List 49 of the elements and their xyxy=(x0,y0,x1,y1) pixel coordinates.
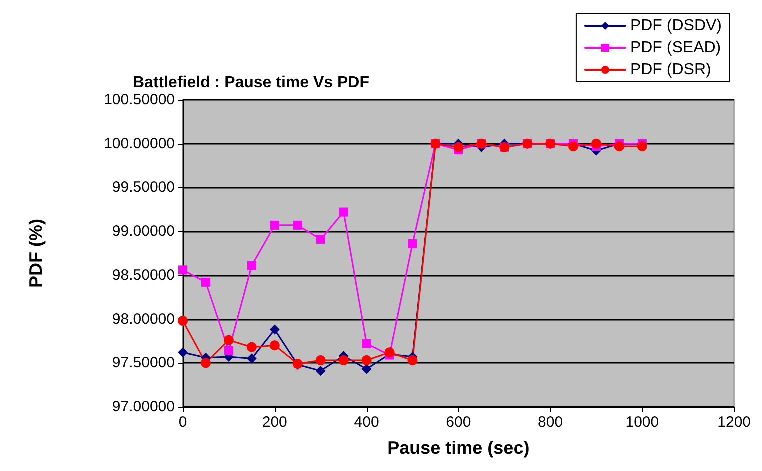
point xyxy=(224,346,234,356)
point xyxy=(201,278,210,287)
point xyxy=(408,356,418,366)
y-tick-label: 100.00000 xyxy=(104,135,175,152)
point xyxy=(338,356,349,366)
point xyxy=(316,356,326,366)
point xyxy=(316,366,326,376)
x-tick-label: 1200 xyxy=(718,414,752,431)
x-axis-title: Pause time (sec) xyxy=(388,438,530,458)
x-tick-label: 200 xyxy=(262,414,288,431)
point xyxy=(293,220,302,230)
y-tick-label: 100.50000 xyxy=(104,92,175,108)
x-tick-label: 1000 xyxy=(626,414,660,431)
legend-label: PDF (DSR) xyxy=(630,62,712,78)
point xyxy=(270,220,280,230)
point xyxy=(178,348,188,358)
point xyxy=(200,358,211,368)
legend-label: PDF (DSDV) xyxy=(630,18,722,34)
x-tick-label: 600 xyxy=(446,414,472,431)
x-tick-label: 400 xyxy=(354,414,380,431)
point xyxy=(224,335,234,346)
point xyxy=(362,339,372,348)
point xyxy=(247,261,256,270)
point xyxy=(362,356,372,366)
y-tick-label: 97.50000 xyxy=(112,354,175,372)
y-tick-label: 98.00000 xyxy=(112,310,175,328)
point xyxy=(362,364,372,374)
point xyxy=(454,142,464,152)
y-tick-label: 98.50000 xyxy=(112,266,175,284)
point xyxy=(339,208,348,217)
point xyxy=(316,234,326,244)
point xyxy=(637,141,648,152)
point xyxy=(568,141,579,152)
point xyxy=(614,141,624,152)
y-tick-label: 99.00000 xyxy=(112,223,175,240)
point xyxy=(178,316,188,326)
y-tick-label: 97.00000 xyxy=(112,398,175,416)
point xyxy=(246,354,257,364)
point xyxy=(408,239,418,248)
point xyxy=(246,342,257,352)
point xyxy=(270,340,280,351)
point xyxy=(270,324,280,335)
x-tick-label: 800 xyxy=(538,414,564,431)
point xyxy=(591,138,602,149)
y-tick-label: 99.50000 xyxy=(112,179,175,196)
chart-title: Battlefield : Pause time Vs PDF xyxy=(133,74,370,92)
y-axis-title: PDF (%) xyxy=(26,219,46,288)
legend-label: PDF (SEAD) xyxy=(630,40,722,56)
x-tick-label: 0 xyxy=(178,414,188,431)
